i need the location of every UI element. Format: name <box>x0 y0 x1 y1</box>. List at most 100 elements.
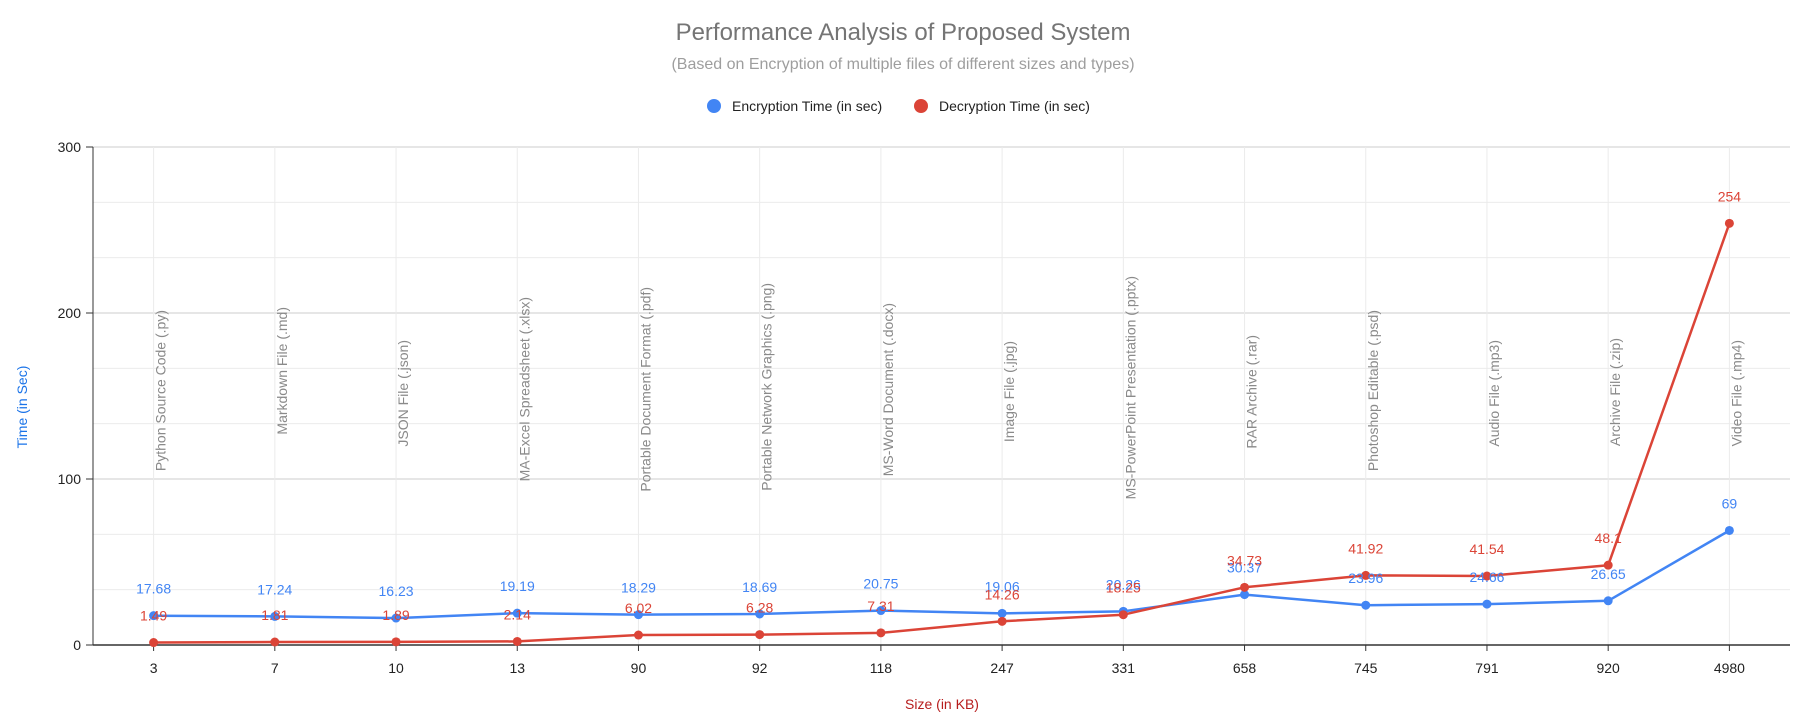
x-tick-label: 13 <box>509 660 525 676</box>
encryption-data-label: 19.06 <box>985 578 1020 594</box>
encryption-point[interactable] <box>1603 596 1613 606</box>
data-labels: 17.68 17.24 16.23 19.19 18.29 18.69 20.75 19.06… <box>136 188 1741 623</box>
encryption-data-label: 23.96 <box>1348 570 1383 586</box>
x-tick-label: 3 <box>150 660 158 676</box>
decryption-point[interactable] <box>391 637 401 647</box>
encryption-point[interactable] <box>270 611 280 621</box>
category-annotation: Markdown File (.md) <box>274 307 290 435</box>
encryption-point[interactable] <box>512 608 522 618</box>
legend-label-decryption: Decryption Time (in sec) <box>939 98 1090 114</box>
legend-marker-encryption <box>707 99 721 113</box>
encryption-data-label: 24.66 <box>1469 569 1504 585</box>
category-annotation: Portable Network Graphics (.png) <box>759 283 775 491</box>
legend-label-encryption: Encryption Time (in sec) <box>732 98 882 114</box>
x-tick-label: 4980 <box>1714 660 1745 676</box>
y-tick-label: 0 <box>73 637 81 653</box>
encryption-data-label: 17.68 <box>136 581 171 597</box>
decryption-point[interactable] <box>512 636 522 646</box>
decryption-data-label: 1.49 <box>140 608 167 624</box>
category-annotation: MA-Excel Spreadsheet (.xlsx) <box>516 297 532 481</box>
encryption-point[interactable] <box>149 611 159 621</box>
decryption-point[interactable] <box>755 630 765 640</box>
encryption-line <box>153 529 1731 620</box>
decryption-data-label: 48.1 <box>1595 530 1622 546</box>
decryption-point[interactable] <box>997 616 1007 626</box>
decryption-line <box>153 222 1731 644</box>
decryption-point[interactable] <box>876 628 886 638</box>
encryption-data-label: 69 <box>1722 495 1738 511</box>
category-annotations: Python Source Code (.py) Markdown File (.… <box>153 276 1745 499</box>
category-annotation: Photoshop Editable (.psd) <box>1365 310 1381 471</box>
decryption-data-label: 7.31 <box>867 598 894 614</box>
axes: 0 100 200 300 3 7 10 13 90 92 118 247 331 658 745 791 92… <box>58 139 1790 676</box>
gridlines <box>93 146 1790 646</box>
legend-item-decryption[interactable]: Decryption Time (in sec) <box>914 98 1090 114</box>
decryption-point[interactable] <box>633 630 643 640</box>
x-tick-label: 10 <box>388 660 404 676</box>
encryption-point[interactable] <box>997 608 1007 618</box>
series-points <box>149 218 1734 648</box>
x-tick-label: 118 <box>870 660 893 676</box>
decryption-data-label: 14.26 <box>985 586 1020 602</box>
x-tick-label: 7 <box>271 660 279 676</box>
decryption-data-label: 2.14 <box>504 606 531 622</box>
encryption-point[interactable] <box>633 610 643 620</box>
legend: Encryption Time (in sec) Decryption Time… <box>707 98 1090 114</box>
category-annotation: Portable Document Format (.pdf) <box>637 287 653 492</box>
chart-subtitle: (Based on Encryption of multiple files o… <box>671 56 1134 73</box>
decryption-data-label: 254 <box>1718 188 1742 204</box>
category-annotation: Python Source Code (.py) <box>153 310 169 471</box>
category-annotation: Video File (.mp4) <box>1728 340 1744 446</box>
category-annotation: JSON File (.json) <box>395 340 411 447</box>
decryption-data-label: 6.02 <box>625 600 652 616</box>
decryption-point[interactable] <box>1724 218 1734 228</box>
encryption-data-label: 20.75 <box>863 576 898 592</box>
decryption-point[interactable] <box>1361 570 1371 580</box>
category-annotation: MS-PowerPoint Presentation (.pptx) <box>1122 276 1138 499</box>
decryption-point[interactable] <box>149 638 159 648</box>
encryption-point[interactable] <box>1482 599 1492 609</box>
y-axis-title: Time (in Sec) <box>14 366 30 449</box>
encryption-point[interactable] <box>876 606 886 616</box>
encryption-point[interactable] <box>1240 590 1250 600</box>
x-tick-label: 745 <box>1354 660 1378 676</box>
x-tick-label: 90 <box>631 660 647 676</box>
x-tick-label: 658 <box>1233 660 1257 676</box>
y-tick-label: 200 <box>58 305 82 321</box>
legend-marker-decryption <box>914 99 928 113</box>
encryption-data-label: 18.29 <box>621 580 656 596</box>
encryption-data-label: 17.24 <box>257 581 292 597</box>
encryption-point[interactable] <box>755 609 765 619</box>
category-annotation: Archive File (.zip) <box>1607 338 1623 446</box>
category-annotation: Image File (.jpg) <box>1001 341 1017 442</box>
decryption-point[interactable] <box>1118 610 1128 620</box>
decryption-point[interactable] <box>270 637 280 647</box>
x-tick-label: 331 <box>1112 660 1136 676</box>
y-tick-label: 100 <box>58 471 82 487</box>
x-tick-label: 247 <box>990 660 1014 676</box>
decryption-point[interactable] <box>1603 560 1613 570</box>
encryption-point[interactable] <box>391 613 401 623</box>
decryption-point[interactable] <box>1482 571 1492 581</box>
encryption-data-label: 19.19 <box>500 578 535 594</box>
legend-item-encryption[interactable]: Encryption Time (in sec) <box>707 98 882 114</box>
encryption-point[interactable] <box>1724 525 1734 535</box>
decryption-data-label: 18.25 <box>1106 580 1141 596</box>
encryption-point[interactable] <box>1361 600 1371 610</box>
x-tick-label: 920 <box>1596 660 1620 676</box>
decryption-data-label: 34.73 <box>1227 552 1262 568</box>
encryption-data-label: 16.23 <box>379 583 414 599</box>
encryption-data-label: 20.26 <box>1106 576 1141 592</box>
encryption-data-label: 30.37 <box>1227 560 1262 576</box>
category-annotation: MS-Word Document (.docx) <box>880 303 896 476</box>
chart-title: Performance Analysis of Proposed System <box>676 19 1131 46</box>
decryption-data-label: 6.28 <box>746 600 773 616</box>
decryption-data-label: 1.89 <box>382 607 409 623</box>
decryption-point[interactable] <box>1240 582 1250 592</box>
y-tick-label: 300 <box>58 139 82 155</box>
category-annotation: RAR Archive (.rar) <box>1244 335 1260 449</box>
x-tick-label: 791 <box>1475 660 1499 676</box>
series-lines <box>153 222 1731 644</box>
decryption-data-label: 41.54 <box>1469 541 1504 557</box>
